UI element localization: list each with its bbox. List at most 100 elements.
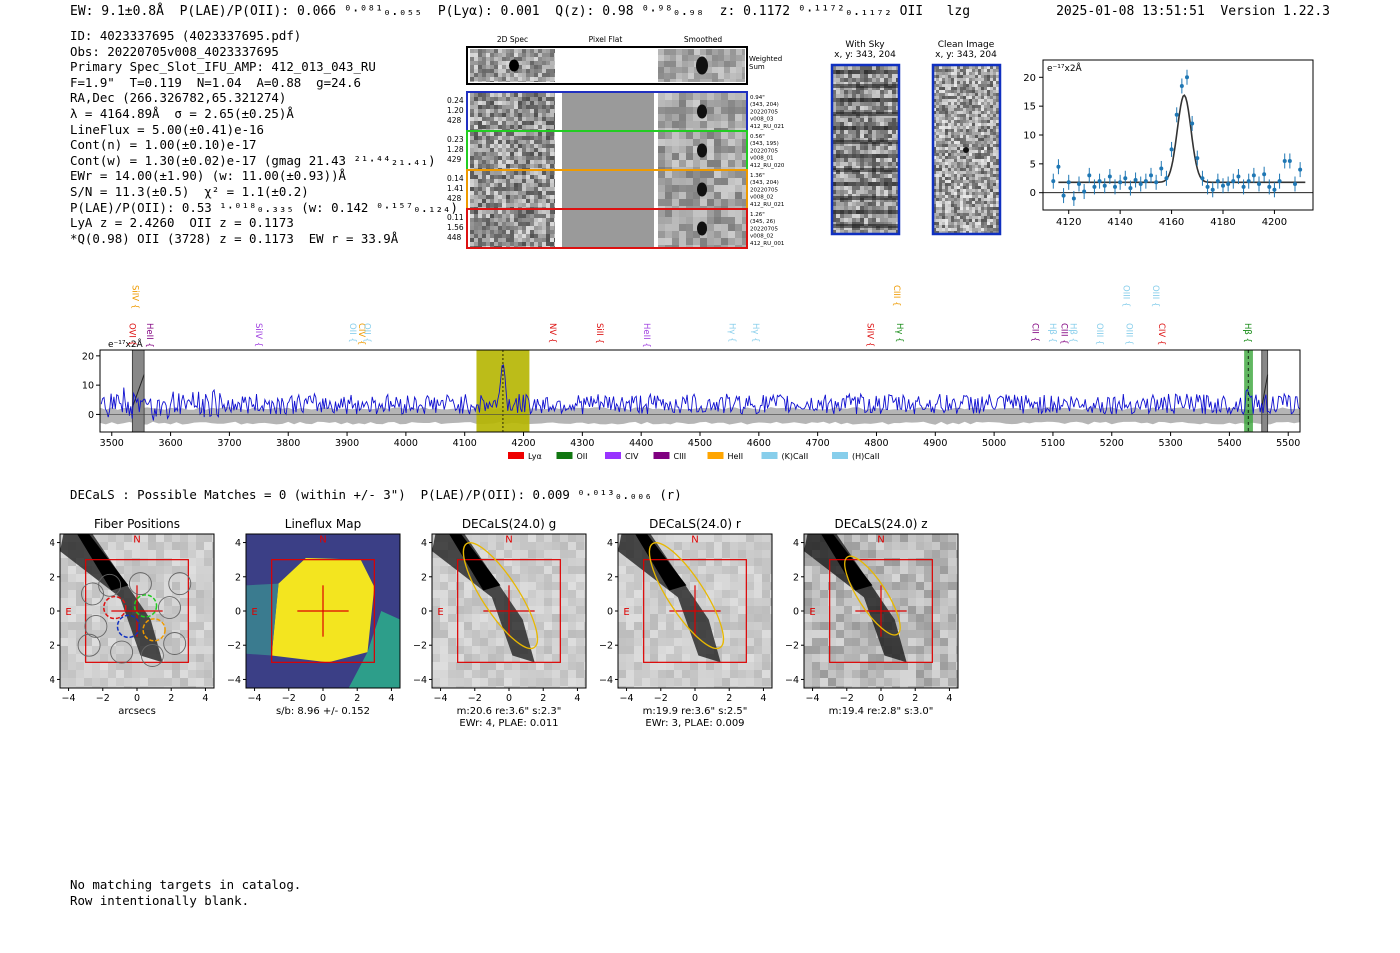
fit-data-point [1226, 182, 1231, 187]
fiber-2d-spec [470, 93, 555, 130]
decals-match-line: DECaLS : Possible Matches = 0 (within +/… [70, 487, 682, 502]
spectral-line-label: CIII { [1059, 323, 1069, 345]
catalog-footer: No matching targets in catalog. Row inten… [70, 877, 301, 908]
fiber-row-meta: 0.56" [750, 134, 765, 140]
fiber-source-blob [697, 221, 707, 236]
spectral-line-label: Hβ { [1047, 323, 1057, 343]
info-line: Cont(n) = 1.00(±0.10)e-17 [70, 137, 257, 153]
fiber-circle [77, 633, 101, 657]
panel-ytick-label: −4 [785, 675, 799, 686]
compass-north: N [319, 535, 326, 546]
spectrum-xtick-label: 5300 [1158, 438, 1182, 449]
sky-line [832, 84, 898, 88]
fiber-row-meta: 1.36" [750, 173, 765, 179]
panel-ytick-label: 0 [421, 607, 427, 618]
panel-xtick-label: −4 [806, 693, 820, 704]
legend-swatch [832, 452, 848, 459]
spectrum-xtick-label: 5400 [1217, 438, 1241, 449]
legend-label: (K)CaII [782, 452, 809, 461]
panel-caption: m:20.6 re:3.6" s:2.3" [457, 706, 562, 717]
fiber-row-stat: 448 [447, 233, 462, 242]
spectrum-ytick-label: 10 [82, 381, 94, 392]
sky-line [832, 224, 898, 228]
panel-ytick-label: −4 [227, 675, 241, 686]
spectrum-xtick-label: 3700 [217, 438, 241, 449]
fiber-row-stat: 1.28 [447, 145, 464, 154]
spectral-line-label: SiIV { [865, 323, 875, 347]
fit-ylabel: e⁻¹⁷x2Å [1047, 62, 1083, 74]
fit-data-point [1056, 164, 1061, 169]
info-line: EWr = 14.00(±1.90) (w: 11.00(±0.93))Å [70, 168, 347, 184]
cutout-column-title: 2D Spec [497, 35, 528, 44]
spectrum-xtick-label: 3900 [335, 438, 359, 449]
info-line: Primary Spec_Slot_IFU_AMP: 412_013_043_R… [70, 59, 376, 75]
fit-data-point [1077, 182, 1081, 187]
panel-ytick-label: 4 [50, 538, 55, 549]
fiber-row-meta: (343, 204) [750, 180, 779, 186]
weighted-source-blob [509, 59, 519, 72]
panel-ytick-label: 2 [421, 572, 427, 583]
fiber-row-meta: 20220705 [750, 226, 778, 232]
fiber-row-meta: 1.26" [750, 212, 765, 218]
info-line: F=1.9" T=0.119 N=1.04 A=0.88 g=24.6 [70, 74, 361, 90]
spectral-line-label: OIII { [1123, 323, 1133, 345]
panel-ytick-label: 0 [793, 607, 799, 618]
fit-data-point [1174, 112, 1179, 117]
fit-xtick-label: 4200 [1262, 217, 1287, 228]
panel-ytick-label: 4 [235, 538, 241, 549]
full-spectrum-plot: 3500 3600 3700 3800 3900 4000 4100 4200 4300 4400… [82, 285, 1301, 461]
fiber-row-meta: v008_01 [750, 156, 774, 162]
fit-data-point [1205, 184, 1210, 189]
fiber-row-meta: (343, 195) [750, 141, 779, 147]
panel-xtick-label: −4 [620, 693, 634, 704]
fiber-circle [84, 614, 108, 638]
fit-plot-frame [1042, 59, 1314, 211]
panel-caption: s/b: 8.96 +/- 0.152 [276, 706, 370, 717]
sky-line [832, 182, 898, 186]
fit-data-point [1154, 180, 1159, 185]
fit-data-point [1298, 167, 1303, 172]
fit-xtick-label: 4160 [1159, 217, 1184, 228]
legend-swatch [707, 452, 724, 459]
fiber-circle [163, 632, 187, 655]
panel-xtick-label: 2 [912, 693, 918, 704]
spectral-line-label: Hβ { [1242, 323, 1252, 343]
spectral-line-label: CIV { [356, 323, 366, 345]
fiber-source-blob [697, 143, 707, 158]
hb-band [1244, 350, 1253, 432]
fiber-row-stat: 428 [447, 194, 462, 203]
compass-north: N [691, 535, 698, 546]
spectrum-xtick-label: 4900 [923, 438, 947, 449]
with-sky-noise [832, 66, 898, 234]
fit-data-point [1246, 179, 1251, 184]
panel-xtick-label: 2 [726, 693, 732, 704]
panel-xtick-label: −2 [654, 693, 668, 704]
fiber-row-meta: v008_02 [750, 195, 774, 201]
fiber-row-frame [466, 208, 748, 249]
fiber-pixel-flat [562, 93, 654, 130]
fit-xtick-label: 4120 [1056, 217, 1081, 228]
fit-data-point [1138, 182, 1143, 187]
spectrum-xtick-label: 4500 [688, 438, 712, 449]
panel-ytick-label: 2 [793, 572, 799, 583]
panel-ytick-label: −2 [413, 641, 427, 652]
fiber-circle [81, 582, 104, 606]
panel-xtick-label: 4 [388, 693, 394, 704]
panel-xtick-label: −2 [468, 693, 482, 704]
fiber-circle [142, 618, 166, 642]
legend-swatch [761, 452, 778, 459]
weighted-2d-spec [470, 49, 555, 82]
spectral-line-label: OIII { [1120, 285, 1130, 307]
spectral-line-label: SiIV { [129, 285, 139, 309]
spectral-line-label: Hγ { [726, 323, 736, 343]
fit-data-point [1051, 179, 1056, 184]
fit-data-point [1066, 180, 1071, 185]
with-sky-frame [830, 63, 901, 236]
spectral-line-label: NV { [547, 323, 557, 343]
spectral-line-label: CIV { [1156, 323, 1166, 345]
spectrum-xtick-label: 5100 [1041, 438, 1065, 449]
spectrum-xtick-label: 4600 [747, 438, 771, 449]
panel-xtick-label: 4 [946, 693, 952, 704]
info-line: ID: 4023337695 (4023337695.pdf) [70, 28, 302, 43]
spectrum-xtick-label: 3500 [100, 438, 124, 449]
